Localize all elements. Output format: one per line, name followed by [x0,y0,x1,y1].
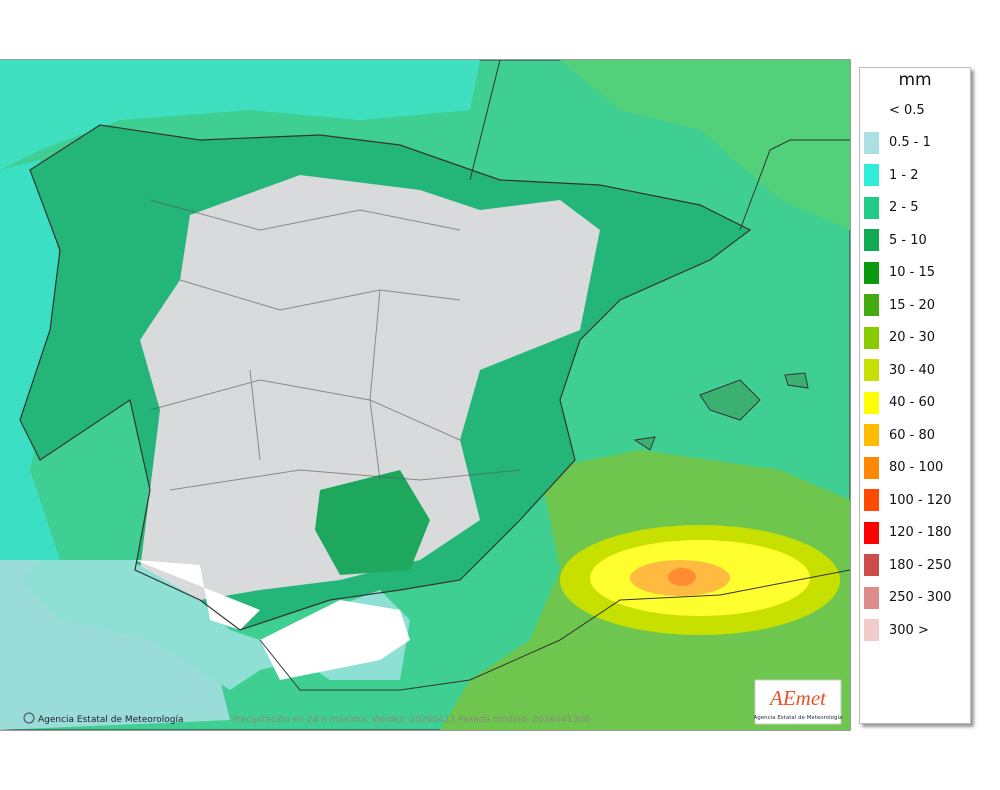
sea-north [0,60,480,170]
legend-label: 0.5 - 1 [889,135,931,150]
legend-swatch [864,554,879,576]
legend-item: 120 - 180 [864,521,952,544]
legend: mm < 0.5 0.5 - 1 1 - 2 2 - 5 5 - 10 10 - 15 15… [859,67,971,724]
legend-label: 1 - 2 [889,167,919,183]
copyright-icon [23,712,35,724]
legend-swatch [864,99,879,121]
legend-swatch [864,326,879,349]
legend-item: 180 - 250 [864,554,952,576]
legend-label: 2 - 5 [889,200,919,215]
dry-interior [140,175,600,600]
legend-label: 120 - 180 [889,525,952,540]
borders [259,59,851,691]
legend-swatch [864,131,879,154]
legend-swatch [864,391,879,414]
sea-northeast [560,60,850,230]
legend-item: 40 - 60 [864,391,936,414]
regional-borders [149,199,521,491]
legend-item: 100 - 120 [864,489,952,511]
legend-label: 250 - 300 [889,590,952,605]
legend-label: 10 - 15 [889,265,936,280]
map: Agencia Estatal de Meteorología Precipit… [0,59,851,731]
legend-swatch [864,229,879,251]
legend-item: 1 - 2 [864,164,919,186]
legend-label: 40 - 60 [889,395,936,410]
legend-swatch [864,261,879,284]
precip-80 [668,568,696,586]
legend-swatch [864,619,879,641]
legend-swatch [864,424,879,446]
legend-label: 180 - 250 [889,557,952,573]
legend-item: 30 - 40 [864,359,935,381]
islands [633,372,809,451]
legend-item: 300 > [864,619,929,641]
precip-sierra [315,470,430,575]
dry-africa [135,560,410,680]
legend-swatch [864,196,879,219]
legend-label: < 0.5 [889,102,925,118]
legend-item: 80 - 100 [864,456,944,479]
legend-item: < 0.5 [864,99,925,121]
legend-label: 80 - 100 [889,460,944,475]
legend-label: 15 - 20 [889,297,936,313]
logo-box [754,679,842,725]
legend-label: 30 - 40 [889,362,936,378]
legend-label: 300 > [889,622,929,638]
logo-subtitle: Agencia Estatal de Meteorología [754,714,843,721]
legend-label: 5 - 10 [889,232,927,248]
legend-swatch [864,164,879,186]
legend-item: 5 - 10 [864,229,927,251]
legend-item: 15 - 20 [864,294,935,316]
legend-item: 10 - 15 [864,261,936,284]
logo: AEmet [768,686,827,710]
legend-unit: mm [898,70,932,90]
legend-label: 60 - 80 [889,427,936,443]
legend-swatch [864,359,879,381]
legend-item: 20 - 30 [864,326,936,349]
legend-swatch [864,456,879,479]
legend-item: 60 - 80 [864,424,935,446]
legend-item: 2 - 5 [864,196,919,219]
legend-item: 0.5 - 1 [864,131,931,154]
legend-swatch [864,521,879,544]
legend-swatch [864,489,879,511]
legend-swatch [864,294,879,316]
legend-swatch [864,586,879,609]
sea-atlantic [0,160,60,600]
legend-item: 250 - 300 [864,586,952,609]
caption: Precipitación en 24 h máxima. Validez: 2… [232,714,590,725]
legend-label: 20 - 30 [889,330,936,345]
coastline [19,124,752,631]
legend-label: 100 - 120 [889,492,952,508]
credit: Agencia Estatal de Meteorología [38,715,184,725]
